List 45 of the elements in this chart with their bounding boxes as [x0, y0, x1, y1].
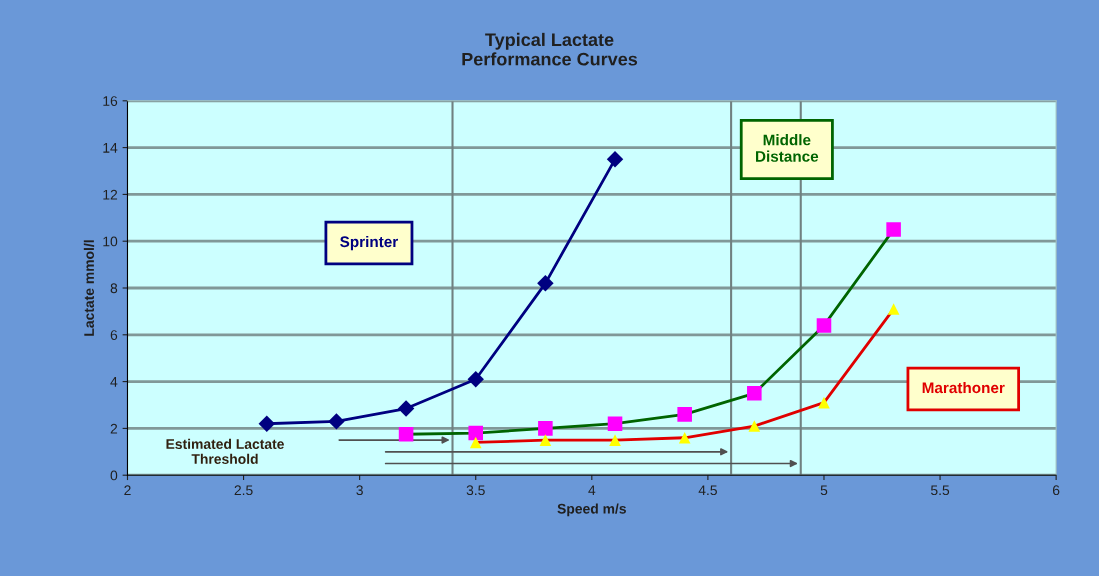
y-tick-label: 16	[103, 96, 118, 106]
x-tick-label: 4	[588, 485, 596, 495]
point	[678, 431, 691, 444]
x-tick-label: 5	[820, 485, 828, 496]
y-axis-title: Lactate mmol/l	[83, 240, 95, 336]
y-tick-label: 12	[103, 189, 118, 200]
y-tick-label: 10	[103, 236, 118, 247]
x-tick-label: 6	[1052, 485, 1060, 496]
point	[467, 371, 484, 388]
text: Sprinter	[340, 235, 398, 251]
point	[537, 275, 554, 292]
point	[468, 425, 484, 441]
point	[677, 407, 692, 422]
x-axis-title: Speed m/s	[557, 503, 626, 517]
y-tick-label: 4	[110, 377, 118, 387]
annotation: Estimated Lactate Threshold	[166, 438, 284, 464]
y-tick-label: 14	[103, 143, 118, 153]
x-tick-label: 4.5	[698, 485, 717, 496]
point	[606, 151, 624, 168]
point	[748, 420, 761, 432]
point	[609, 434, 621, 446]
x-tick-label: 2.5	[234, 485, 253, 496]
y-tick-label: 6	[110, 330, 118, 340]
y-tick-label: 0	[110, 470, 118, 481]
text: Middle Distance	[756, 134, 819, 162]
point	[816, 318, 832, 333]
point	[258, 415, 275, 432]
point	[747, 386, 762, 401]
x-tick-label: 5.5	[930, 485, 950, 496]
point	[887, 303, 900, 315]
chart-title: Typical Lactate Performance Curves	[462, 32, 638, 66]
point	[328, 413, 345, 430]
x-tick-label: 3	[356, 485, 363, 496]
point	[538, 421, 553, 436]
point	[469, 436, 482, 449]
point	[886, 222, 901, 237]
y-tick-label: 8	[110, 283, 118, 294]
point	[607, 416, 623, 431]
y-tick-label: 2	[110, 423, 118, 434]
point	[397, 400, 415, 417]
text: Marathoner	[922, 381, 1005, 394]
x-tick-label: 2	[124, 485, 131, 495]
point	[398, 426, 414, 442]
x-tick-label: 3.5	[466, 485, 485, 496]
point	[539, 434, 552, 446]
